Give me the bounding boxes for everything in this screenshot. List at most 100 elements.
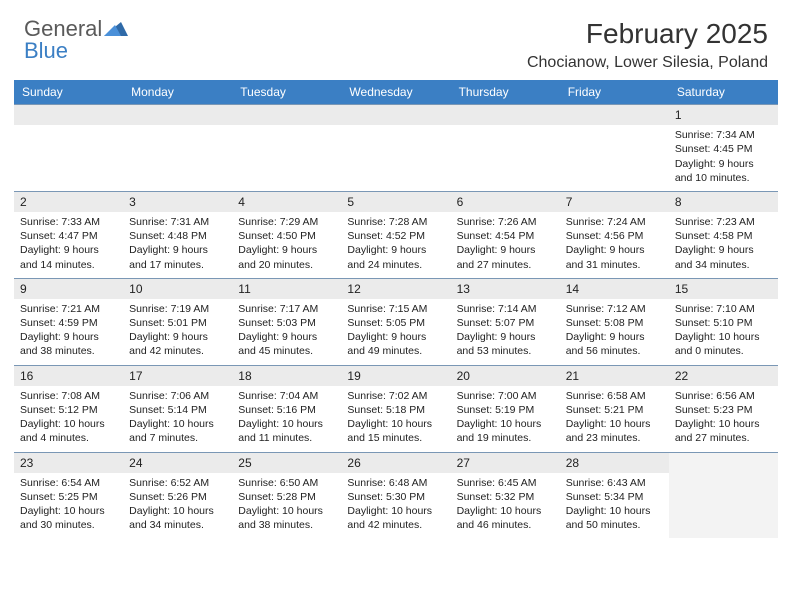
sunrise-line: Sunrise: 7:15 AM: [347, 302, 444, 316]
sunrise-line: Sunrise: 7:00 AM: [457, 389, 554, 403]
daylight-line: Daylight: 10 hours and 46 minutes.: [457, 504, 554, 532]
day-body: Sunrise: 6:48 AMSunset: 5:30 PMDaylight:…: [341, 476, 450, 533]
day-cell-18: 18Sunrise: 7:04 AMSunset: 5:16 PMDayligh…: [232, 365, 341, 452]
day-cell-15: 15Sunrise: 7:10 AMSunset: 5:10 PMDayligh…: [669, 278, 778, 365]
day-body: Sunrise: 6:56 AMSunset: 5:23 PMDaylight:…: [669, 389, 778, 446]
day-number: 16: [14, 366, 123, 386]
day-cell-22: 22Sunrise: 6:56 AMSunset: 5:23 PMDayligh…: [669, 365, 778, 452]
daylight-line: Daylight: 10 hours and 27 minutes.: [675, 417, 772, 445]
sunset-line: Sunset: 4:54 PM: [457, 229, 554, 243]
daylight-line: Daylight: 10 hours and 38 minutes.: [238, 504, 335, 532]
day-body: Sunrise: 7:29 AMSunset: 4:50 PMDaylight:…: [232, 215, 341, 272]
day-body: Sunrise: 7:04 AMSunset: 5:16 PMDaylight:…: [232, 389, 341, 446]
sunset-line: Sunset: 4:45 PM: [675, 142, 772, 156]
day-body: Sunrise: 7:34 AMSunset: 4:45 PMDaylight:…: [669, 128, 778, 185]
day-body: Sunrise: 7:23 AMSunset: 4:58 PMDaylight:…: [669, 215, 778, 272]
day-body: Sunrise: 6:45 AMSunset: 5:32 PMDaylight:…: [451, 476, 560, 533]
day-body: Sunrise: 7:33 AMSunset: 4:47 PMDaylight:…: [14, 215, 123, 272]
day-number: 4: [232, 192, 341, 212]
sunset-line: Sunset: 5:28 PM: [238, 490, 335, 504]
daylight-line: Daylight: 9 hours and 10 minutes.: [675, 157, 772, 185]
day-number: 6: [451, 192, 560, 212]
day-number: 2: [14, 192, 123, 212]
empty-bar: [14, 105, 123, 125]
sunrise-line: Sunrise: 7:04 AM: [238, 389, 335, 403]
sunrise-line: Sunrise: 7:33 AM: [20, 215, 117, 229]
header: General Blue February 2025 Chocianow, Lo…: [0, 0, 792, 80]
day-body: Sunrise: 7:15 AMSunset: 5:05 PMDaylight:…: [341, 302, 450, 359]
weekday-wednesday: Wednesday: [341, 80, 450, 104]
empty-bar: [232, 105, 341, 125]
sunrise-line: Sunrise: 6:58 AM: [566, 389, 663, 403]
sunset-line: Sunset: 5:23 PM: [675, 403, 772, 417]
sunrise-line: Sunrise: 7:29 AM: [238, 215, 335, 229]
sunrise-line: Sunrise: 6:50 AM: [238, 476, 335, 490]
sunrise-line: Sunrise: 6:43 AM: [566, 476, 663, 490]
day-body: Sunrise: 6:54 AMSunset: 5:25 PMDaylight:…: [14, 476, 123, 533]
sunrise-line: Sunrise: 7:21 AM: [20, 302, 117, 316]
sunset-line: Sunset: 5:01 PM: [129, 316, 226, 330]
sunset-line: Sunset: 5:03 PM: [238, 316, 335, 330]
daylight-line: Daylight: 10 hours and 4 minutes.: [20, 417, 117, 445]
sunrise-line: Sunrise: 7:31 AM: [129, 215, 226, 229]
day-cell-2: 2 Sunrise: 7:33 AMSunset: 4:47 PMDaylight…: [14, 191, 123, 278]
sunrise-line: Sunrise: 7:14 AM: [457, 302, 554, 316]
day-cell-7: 7Sunrise: 7:24 AMSunset: 4:56 PMDaylight…: [560, 191, 669, 278]
day-cell-3: 3Sunrise: 7:31 AMSunset: 4:48 PMDaylight…: [123, 191, 232, 278]
logo-text: General Blue: [24, 18, 128, 62]
sunset-line: Sunset: 5:07 PM: [457, 316, 554, 330]
sunset-line: Sunset: 4:56 PM: [566, 229, 663, 243]
sunrise-line: Sunrise: 7:02 AM: [347, 389, 444, 403]
daylight-line: Daylight: 10 hours and 11 minutes.: [238, 417, 335, 445]
day-number: 21: [560, 366, 669, 386]
sunset-line: Sunset: 5:21 PM: [566, 403, 663, 417]
daylight-line: Daylight: 9 hours and 38 minutes.: [20, 330, 117, 358]
day-body: Sunrise: 7:21 AMSunset: 4:59 PMDaylight:…: [14, 302, 123, 359]
daylight-line: Daylight: 10 hours and 0 minutes.: [675, 330, 772, 358]
day-body: Sunrise: 7:31 AMSunset: 4:48 PMDaylight:…: [123, 215, 232, 272]
sunset-line: Sunset: 5:26 PM: [129, 490, 226, 504]
day-cell-8: 8Sunrise: 7:23 AMSunset: 4:58 PMDaylight…: [669, 191, 778, 278]
weekday-friday: Friday: [560, 80, 669, 104]
empty-bar: [341, 105, 450, 125]
day-body: Sunrise: 7:19 AMSunset: 5:01 PMDaylight:…: [123, 302, 232, 359]
day-cell-23: 23Sunrise: 6:54 AMSunset: 5:25 PMDayligh…: [14, 452, 123, 539]
sunrise-line: Sunrise: 7:24 AM: [566, 215, 663, 229]
day-body: Sunrise: 7:17 AMSunset: 5:03 PMDaylight:…: [232, 302, 341, 359]
daylight-line: Daylight: 9 hours and 17 minutes.: [129, 243, 226, 271]
sunset-line: Sunset: 5:16 PM: [238, 403, 335, 417]
sunset-line: Sunset: 4:52 PM: [347, 229, 444, 243]
logo-word2: Blue: [24, 38, 68, 63]
day-body: Sunrise: 7:02 AMSunset: 5:18 PMDaylight:…: [341, 389, 450, 446]
calendar: SundayMondayTuesdayWednesdayThursdayFrid…: [0, 80, 792, 538]
sunset-line: Sunset: 5:34 PM: [566, 490, 663, 504]
day-number: 24: [123, 453, 232, 473]
day-cell-13: 13Sunrise: 7:14 AMSunset: 5:07 PMDayligh…: [451, 278, 560, 365]
sunset-line: Sunset: 4:58 PM: [675, 229, 772, 243]
daylight-line: Daylight: 9 hours and 45 minutes.: [238, 330, 335, 358]
month-title: February 2025: [527, 18, 768, 50]
title-block: February 2025 Chocianow, Lower Silesia, …: [527, 18, 768, 72]
day-number: 14: [560, 279, 669, 299]
empty-bar: [451, 105, 560, 125]
day-cell-10: 10Sunrise: 7:19 AMSunset: 5:01 PMDayligh…: [123, 278, 232, 365]
day-body: Sunrise: 7:06 AMSunset: 5:14 PMDaylight:…: [123, 389, 232, 446]
sunset-line: Sunset: 5:19 PM: [457, 403, 554, 417]
day-cell-5: 5Sunrise: 7:28 AMSunset: 4:52 PMDaylight…: [341, 191, 450, 278]
sunset-line: Sunset: 5:32 PM: [457, 490, 554, 504]
sunset-line: Sunset: 5:05 PM: [347, 316, 444, 330]
sunrise-line: Sunrise: 6:56 AM: [675, 389, 772, 403]
day-cell-19: 19Sunrise: 7:02 AMSunset: 5:18 PMDayligh…: [341, 365, 450, 452]
sunrise-line: Sunrise: 7:17 AM: [238, 302, 335, 316]
day-body: Sunrise: 7:28 AMSunset: 4:52 PMDaylight:…: [341, 215, 450, 272]
day-body: Sunrise: 6:52 AMSunset: 5:26 PMDaylight:…: [123, 476, 232, 533]
day-cell-14: 14Sunrise: 7:12 AMSunset: 5:08 PMDayligh…: [560, 278, 669, 365]
empty-bar: [123, 105, 232, 125]
day-number: 9: [14, 279, 123, 299]
day-number: 20: [451, 366, 560, 386]
day-cell-28: 28Sunrise: 6:43 AMSunset: 5:34 PMDayligh…: [560, 452, 669, 539]
daylight-line: Daylight: 9 hours and 14 minutes.: [20, 243, 117, 271]
calendar-grid: 1Sunrise: 7:34 AMSunset: 4:45 PMDaylight…: [14, 104, 778, 538]
daylight-line: Daylight: 9 hours and 53 minutes.: [457, 330, 554, 358]
daylight-line: Daylight: 9 hours and 42 minutes.: [129, 330, 226, 358]
